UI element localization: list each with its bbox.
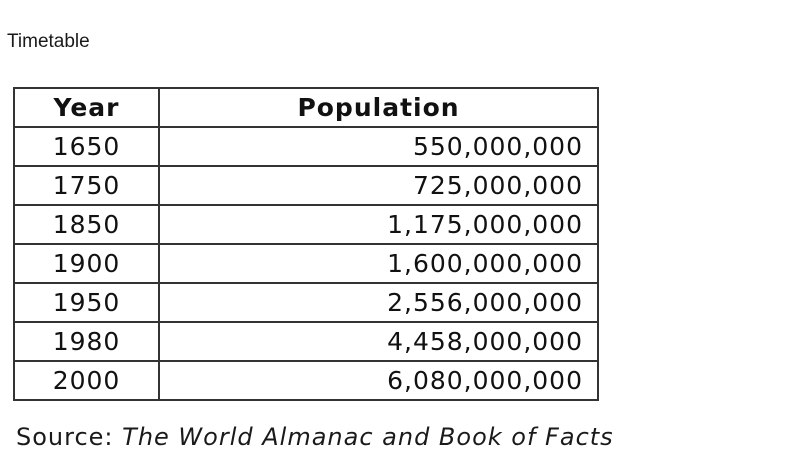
year-cell: 2000 [13, 360, 160, 401]
table-row: 1850 1,175,000,000 [13, 204, 599, 245]
source-label: Source: [16, 423, 114, 451]
year-cell: 1900 [13, 243, 160, 284]
population-cell: 1,175,000,000 [158, 204, 599, 245]
year-cell: 1950 [13, 282, 160, 323]
population-cell: 550,000,000 [158, 126, 599, 167]
population-column-header: Population [158, 87, 599, 128]
year-cell: 1850 [13, 204, 160, 245]
table-row: 1900 1,600,000,000 [13, 243, 599, 284]
population-cell: 2,556,000,000 [158, 282, 599, 323]
population-cell: 4,458,000,000 [158, 321, 599, 362]
table-row: 2000 6,080,000,000 [13, 360, 599, 401]
year-cell: 1750 [13, 165, 160, 206]
table-header-row: Year Population [13, 87, 599, 128]
year-column-header: Year [13, 87, 160, 128]
source-title: The World Almanac and Book of Facts [122, 423, 614, 451]
population-cell: 6,080,000,000 [158, 360, 599, 401]
year-cell: 1650 [13, 126, 160, 167]
population-cell: 725,000,000 [158, 165, 599, 206]
table-row: 1950 2,556,000,000 [13, 282, 599, 323]
table-row: 1750 725,000,000 [13, 165, 599, 206]
table-row: 1650 550,000,000 [13, 126, 599, 167]
population-cell: 1,600,000,000 [158, 243, 599, 284]
source-note: Source: The World Almanac and Book of Fa… [16, 423, 614, 451]
caption: Timetable [7, 31, 90, 52]
year-cell: 1980 [13, 321, 160, 362]
table-row: 1980 4,458,000,000 [13, 321, 599, 362]
population-table: Year Population 1650 550,000,000 1750 72… [13, 87, 599, 401]
